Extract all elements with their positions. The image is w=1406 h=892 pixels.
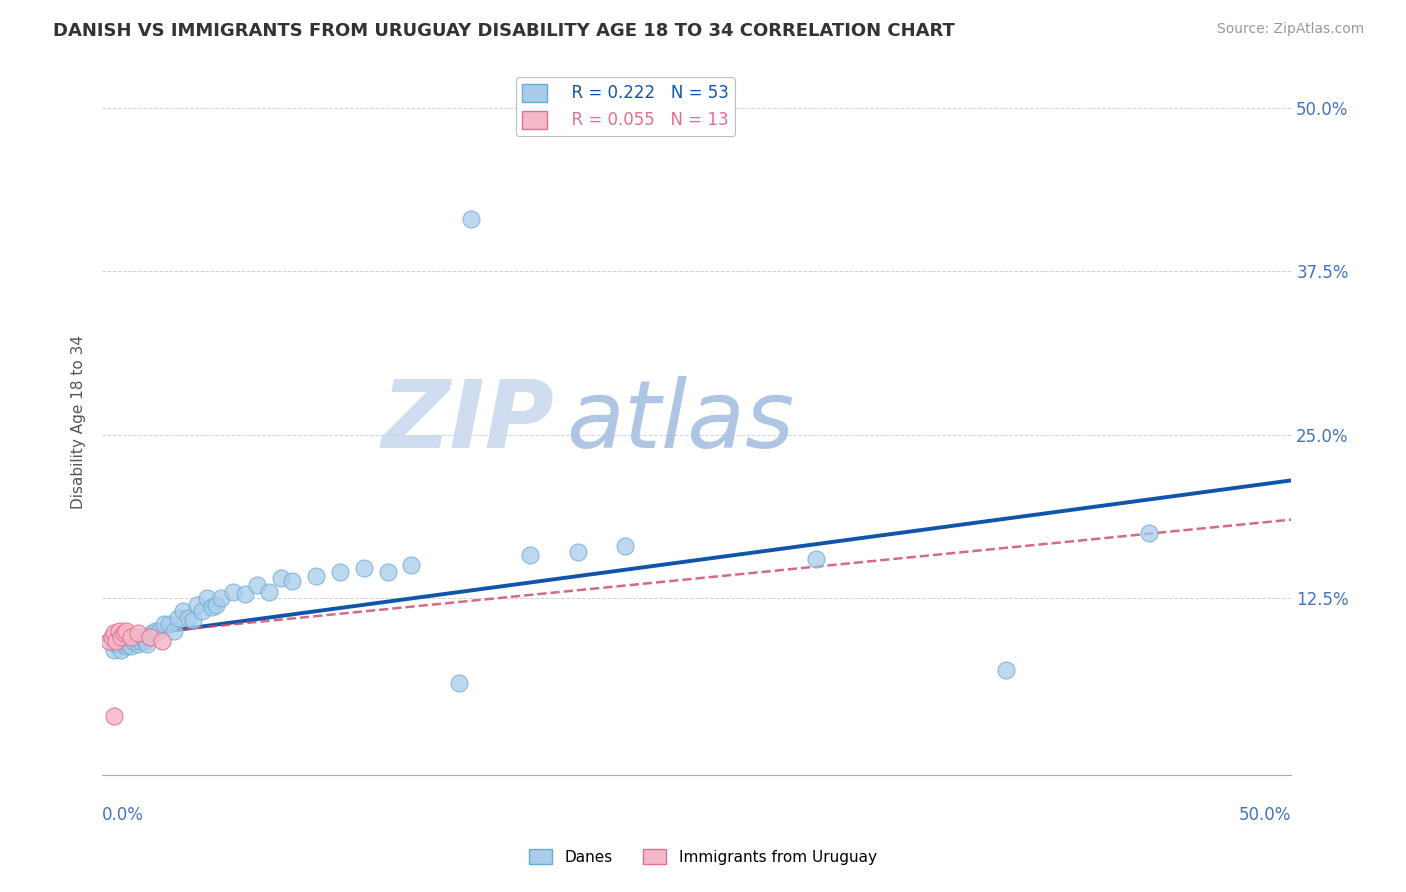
Point	[139, 630, 162, 644]
Point	[181, 613, 204, 627]
Point	[614, 539, 637, 553]
Legend: Danes, Immigrants from Uruguay: Danes, Immigrants from Uruguay	[523, 843, 883, 871]
Point	[103, 643, 125, 657]
Point	[519, 548, 541, 562]
Point	[201, 600, 224, 615]
Point	[804, 551, 827, 566]
Point	[134, 634, 156, 648]
Point	[120, 640, 142, 654]
Point	[233, 587, 256, 601]
Point	[105, 637, 128, 651]
Point	[120, 630, 142, 644]
Text: ZIP: ZIP	[381, 376, 554, 467]
Point	[353, 561, 375, 575]
Point	[115, 640, 138, 654]
Point	[157, 617, 180, 632]
Point	[115, 634, 138, 648]
Point	[305, 569, 328, 583]
Point	[115, 624, 138, 638]
Point	[401, 558, 423, 573]
Point	[103, 708, 125, 723]
Point	[377, 565, 399, 579]
Point	[124, 630, 146, 644]
Point	[103, 626, 125, 640]
Point	[122, 634, 145, 648]
Point	[100, 630, 122, 644]
Text: Source: ZipAtlas.com: Source: ZipAtlas.com	[1216, 22, 1364, 37]
Point	[567, 545, 589, 559]
Text: 0.0%: 0.0%	[103, 806, 143, 824]
Point	[205, 598, 228, 612]
Point	[131, 630, 153, 644]
Point	[148, 624, 170, 638]
Point	[177, 610, 200, 624]
Point	[994, 663, 1017, 677]
Text: 50.0%: 50.0%	[1239, 806, 1291, 824]
Point	[209, 591, 232, 605]
Point	[257, 584, 280, 599]
Point	[127, 637, 149, 651]
Point	[108, 624, 131, 638]
Point	[329, 565, 352, 579]
Point	[112, 634, 135, 648]
Point	[167, 610, 190, 624]
Point	[115, 630, 138, 644]
Point	[191, 604, 214, 618]
Point	[162, 624, 184, 638]
Point	[110, 630, 132, 644]
Point	[195, 591, 218, 605]
Text: atlas: atlas	[567, 376, 794, 467]
Point	[186, 598, 208, 612]
Point	[1137, 525, 1160, 540]
Point	[281, 574, 304, 588]
Point	[270, 571, 292, 585]
Point	[105, 634, 128, 648]
Point	[141, 626, 163, 640]
Point	[153, 617, 176, 632]
Point	[139, 630, 162, 644]
Point	[246, 578, 269, 592]
Point	[117, 637, 139, 651]
Legend:   R = 0.222   N = 53,   R = 0.055   N = 13: R = 0.222 N = 53, R = 0.055 N = 13	[516, 77, 735, 136]
Point	[172, 604, 194, 618]
Point	[110, 643, 132, 657]
Point	[460, 211, 482, 226]
Y-axis label: Disability Age 18 to 34: Disability Age 18 to 34	[72, 334, 86, 508]
Point	[150, 634, 173, 648]
Point	[127, 626, 149, 640]
Point	[98, 634, 121, 648]
Point	[112, 626, 135, 640]
Point	[447, 676, 470, 690]
Point	[222, 584, 245, 599]
Point	[108, 637, 131, 651]
Point	[136, 637, 159, 651]
Point	[129, 634, 152, 648]
Text: DANISH VS IMMIGRANTS FROM URUGUAY DISABILITY AGE 18 TO 34 CORRELATION CHART: DANISH VS IMMIGRANTS FROM URUGUAY DISABI…	[53, 22, 955, 40]
Point	[143, 624, 166, 638]
